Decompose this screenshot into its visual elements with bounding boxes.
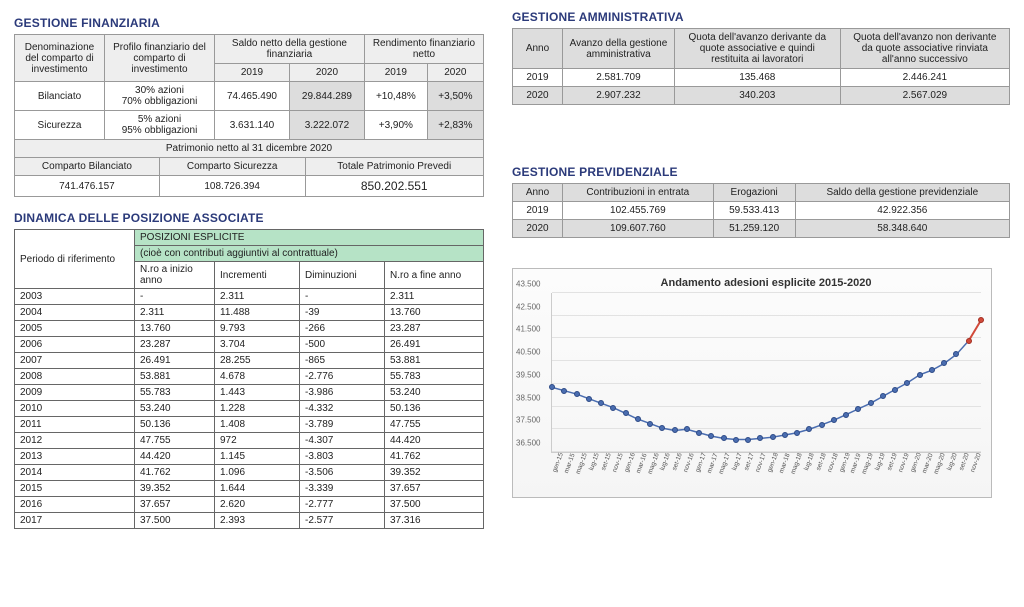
chart-point: [598, 400, 604, 406]
pos-year: 2006: [15, 337, 135, 353]
chart-ylabel: 36.500: [516, 439, 540, 448]
col-profilo: Profilo finanziario del comparto di inve…: [105, 35, 215, 82]
chart-point: [696, 430, 702, 436]
chart-ylabel: 39.500: [516, 370, 540, 379]
table-amministrativa: Anno Avanzo della gestione amministrativ…: [512, 28, 1010, 105]
pos-year: 2017: [15, 513, 135, 529]
chart-ylabel: 40.500: [516, 348, 540, 357]
chart-point: [892, 387, 898, 393]
chart-ylabel: 38.500: [516, 393, 540, 402]
chart-point: [635, 416, 641, 422]
chart-ylabel: 37.500: [516, 416, 540, 425]
chart-point: [966, 338, 972, 344]
col-rendimento: Rendimento finanziario netto: [364, 35, 483, 64]
chart-point: [586, 396, 592, 402]
heading-gestione-amministrativa: GESTIONE AMMINISTRATIVA: [512, 10, 1010, 24]
pos-year: 2009: [15, 385, 135, 401]
heading-gestione-previdenziale: GESTIONE PREVIDENZIALE: [512, 165, 1010, 179]
gf-name: Bilanciato: [15, 82, 105, 111]
chart-point: [574, 391, 580, 397]
chart-point: [868, 400, 874, 406]
col-denominazione: Denominazione del comparto di investimen…: [15, 35, 105, 82]
pos-year: 2010: [15, 401, 135, 417]
patrimonio-label: Patrimonio netto al 31 dicembre 2020: [15, 140, 484, 158]
heading-dinamica-posizioni: DINAMICA DELLE POSIZIONE ASSOCIATE: [14, 211, 484, 225]
chart-point: [782, 432, 788, 438]
pos-year: 2013: [15, 449, 135, 465]
chart-point: [831, 417, 837, 423]
pos-year: 2016: [15, 497, 135, 513]
chart-point: [672, 427, 678, 433]
chart-point: [806, 426, 812, 432]
col-saldo: Saldo netto della gestione finanziaria: [215, 35, 365, 64]
chart-point: [941, 360, 947, 366]
chart-ylabel: 42.500: [516, 302, 540, 311]
chart-point: [647, 421, 653, 427]
chart-point: [843, 412, 849, 418]
chart-point: [623, 410, 629, 416]
table-gestione-finanziaria: Denominazione del comparto di investimen…: [14, 34, 484, 158]
gf-name: Sicurezza: [15, 111, 105, 140]
table-patrimonio: Comparto Bilanciato Comparto Sicurezza T…: [14, 157, 484, 197]
pos-year: 2004: [15, 305, 135, 321]
heading-gestione-finanziaria: GESTIONE FINANZIARIA: [14, 16, 484, 30]
gf-profilo: 5% azioni 95% obbligazioni: [105, 111, 215, 140]
table-previdenziale: Anno Contribuzioni in entrata Erogazioni…: [512, 183, 1010, 238]
posizioni-group-header: POSIZIONI ESPLICITE: [135, 230, 484, 246]
pos-year: 2008: [15, 369, 135, 385]
chart-point: [708, 433, 714, 439]
pos-year: 2007: [15, 353, 135, 369]
gf-profilo: 30% azioni 70% obbligazioni: [105, 82, 215, 111]
chart-point: [794, 430, 800, 436]
chart-point: [733, 437, 739, 443]
chart-point: [819, 422, 825, 428]
chart-point: [917, 372, 923, 378]
chart-title: Andamento adesioni esplicite 2015-2020: [551, 277, 981, 289]
chart-point: [904, 380, 910, 386]
chart-ylabel: 41.500: [516, 325, 540, 334]
chart-point: [549, 384, 555, 390]
chart-ylabel: 43.500: [516, 280, 540, 289]
pos-year: 2012: [15, 433, 135, 449]
chart-point: [880, 393, 886, 399]
chart-point: [721, 435, 727, 441]
chart-point: [757, 435, 763, 441]
chart-point: [684, 426, 690, 432]
chart-point: [659, 425, 665, 431]
chart-point: [855, 406, 861, 412]
pos-year: 2011: [15, 417, 135, 433]
pos-year: 2014: [15, 465, 135, 481]
chart-point: [953, 351, 959, 357]
pos-year: 2003: [15, 289, 135, 305]
chart-point: [770, 434, 776, 440]
chart-point: [610, 405, 616, 411]
chart-point: [978, 317, 984, 323]
table-posizioni: Periodo di riferimento POSIZIONI ESPLICI…: [14, 229, 484, 529]
chart-adesioni: Andamento adesioni esplicite 2015-2020 3…: [512, 268, 992, 498]
chart-point: [561, 388, 567, 394]
pos-year: 2005: [15, 321, 135, 337]
chart-point: [929, 367, 935, 373]
chart-point: [745, 437, 751, 443]
pos-year: 2015: [15, 481, 135, 497]
